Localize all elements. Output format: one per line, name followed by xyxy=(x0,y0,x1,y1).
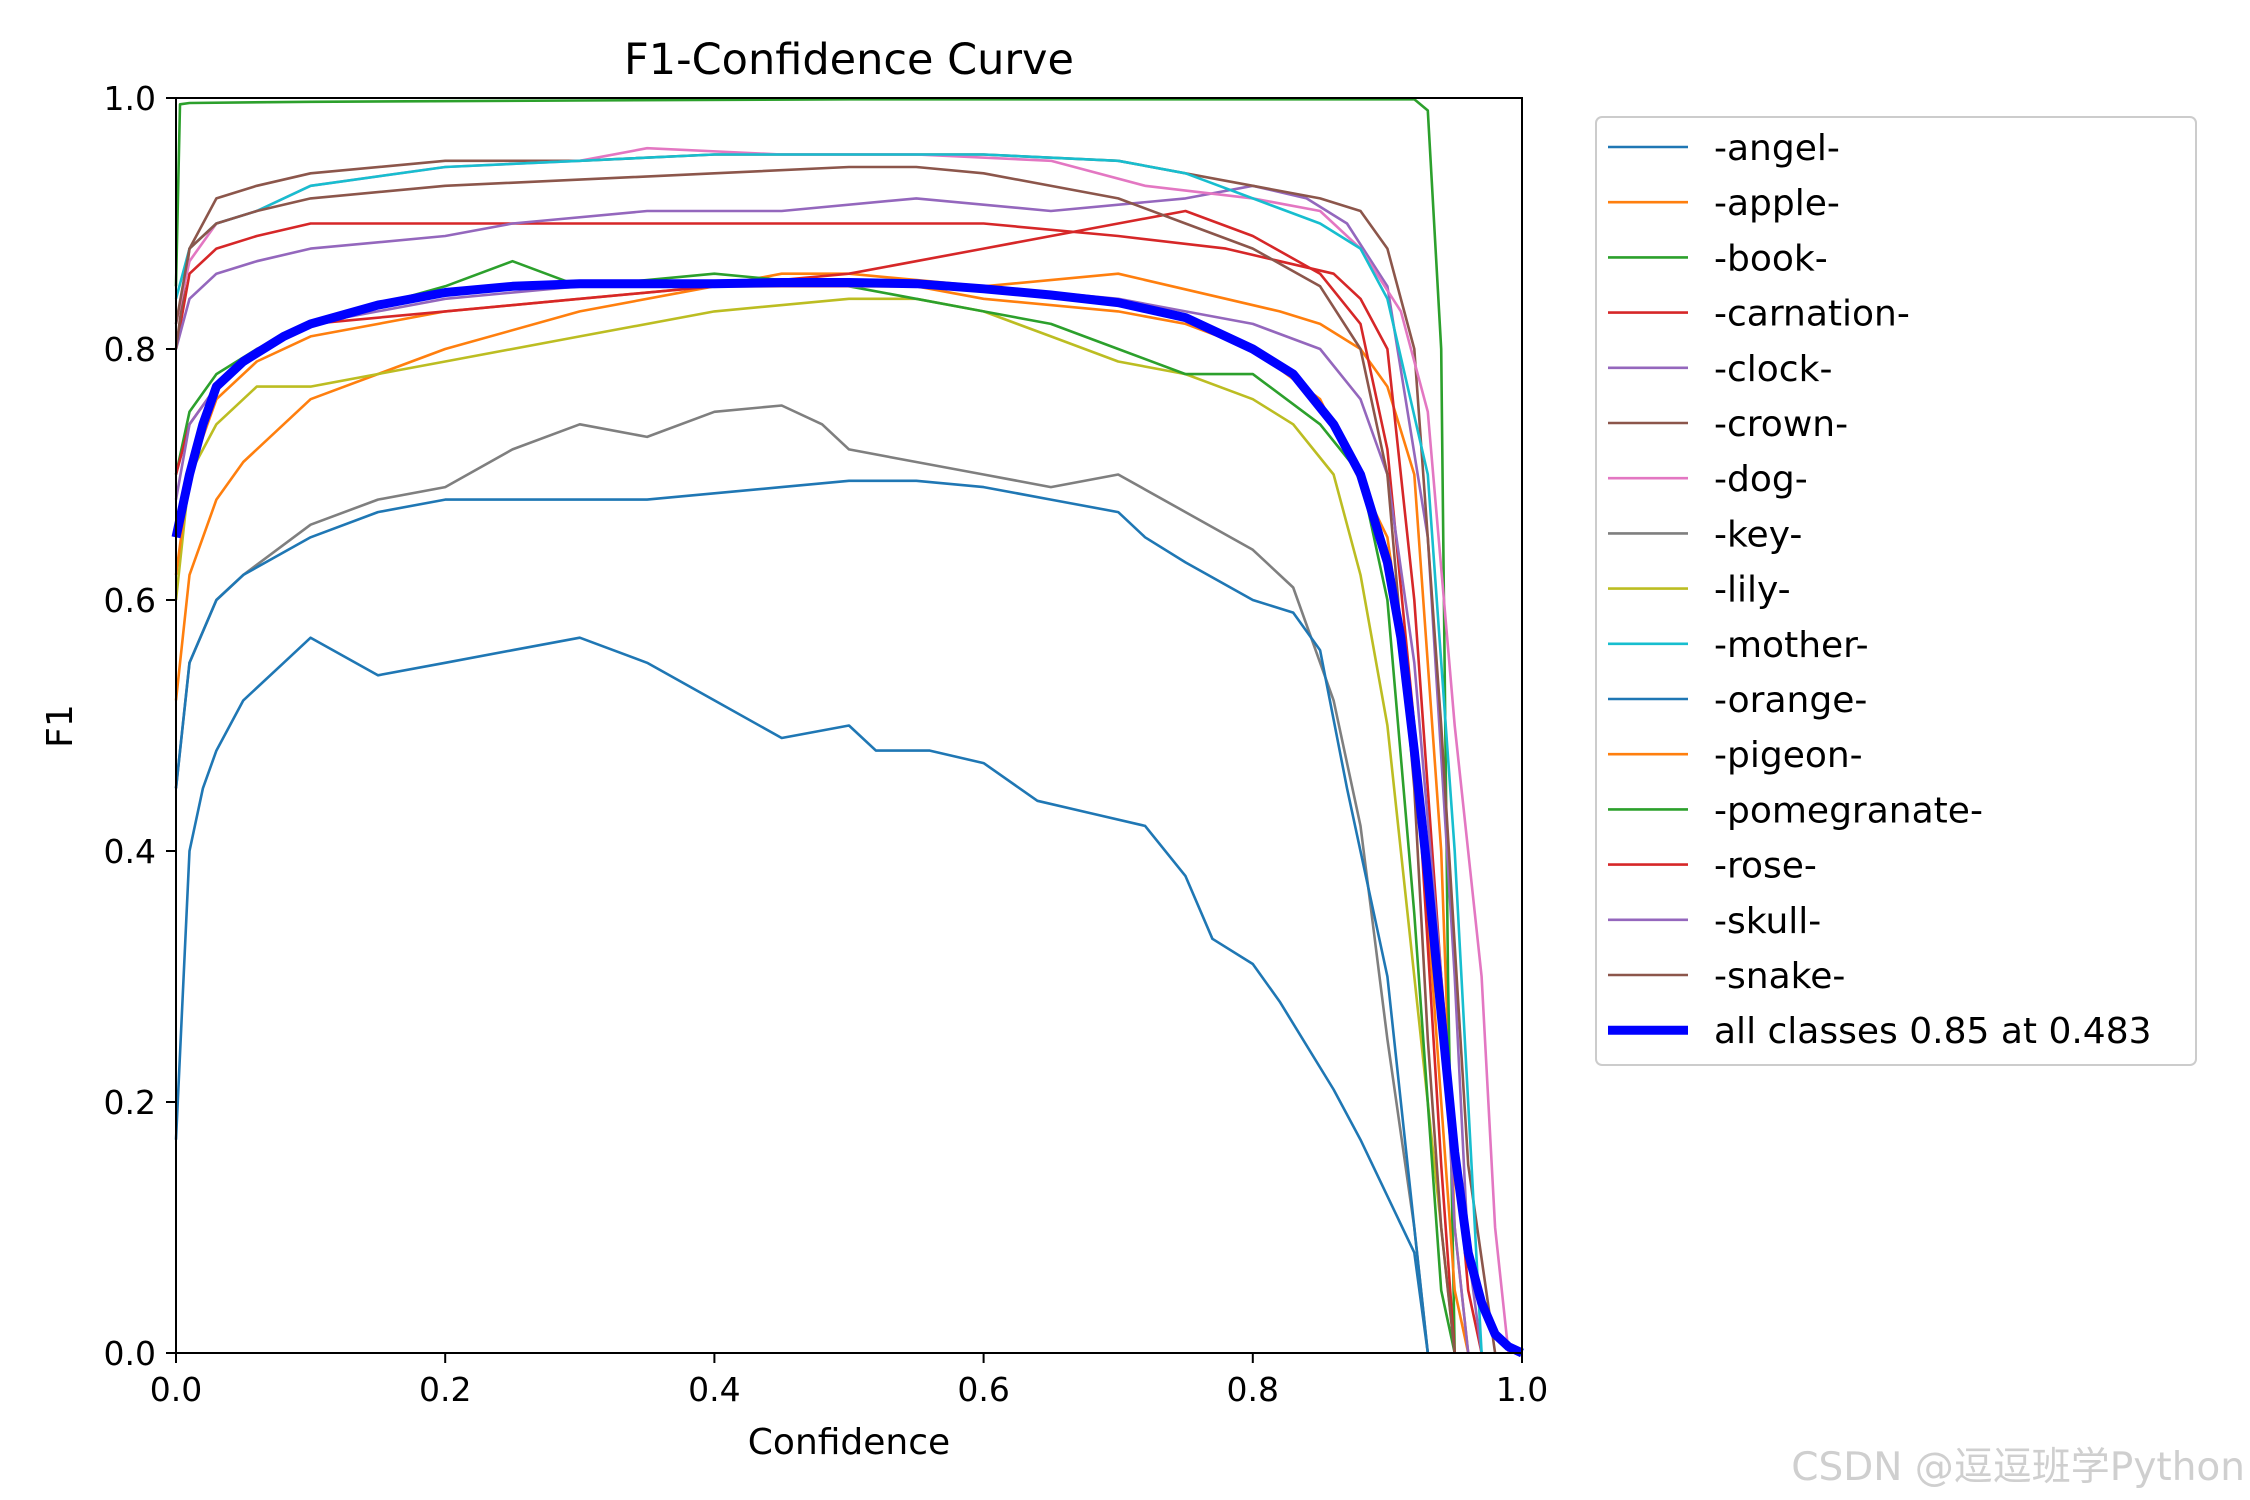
series-line-16 xyxy=(171,278,1524,1358)
legend-label: -pigeon- xyxy=(1714,735,1863,776)
legend-label: -carnation- xyxy=(1714,294,1910,335)
legend-label: -pomegranate- xyxy=(1714,790,1983,831)
legend-items: -angel- -apple- -book- -carnation- -clock- -c… xyxy=(1608,128,2152,1052)
legend-label: -rose- xyxy=(1714,846,1817,887)
y-tick-label: 1.0 xyxy=(104,79,156,118)
y-tick-label: 0.0 xyxy=(104,1334,156,1373)
x-tick-label: 0.8 xyxy=(1227,1370,1279,1409)
y-tick-label: 0.4 xyxy=(104,832,156,871)
x-tick-label: 0.6 xyxy=(957,1370,1009,1409)
series-line-4 xyxy=(174,184,1483,1354)
legend-label: all classes 0.85 at 0.483 xyxy=(1714,1011,2152,1052)
series-line-10 xyxy=(174,479,1430,1354)
legend-box xyxy=(1595,116,2197,1066)
y-tick-label: 0.2 xyxy=(104,1083,156,1122)
x-axis: 0.0 0.2 0.4 0.6 0.8 1.0 xyxy=(150,1353,1548,1409)
legend-label: -orange- xyxy=(1714,680,1867,721)
x-tick-label: 1.0 xyxy=(1496,1370,1548,1409)
legend-label: -crown- xyxy=(1714,404,1848,445)
legend-label: -mother- xyxy=(1714,625,1869,666)
x-axis-label: Confidence xyxy=(748,1422,950,1463)
legend-label: -angel- xyxy=(1714,128,1840,169)
y-axis: 0.0 0.2 0.4 0.6 0.8 1.0 xyxy=(104,79,176,1373)
legend-label: -clock- xyxy=(1714,349,1832,390)
y-axis-label: F1 xyxy=(40,704,81,748)
legend-label: -dog- xyxy=(1714,459,1808,500)
legend-label: -book- xyxy=(1714,238,1828,279)
x-tick-label: 0.4 xyxy=(688,1370,740,1409)
legend-label: -skull- xyxy=(1714,901,1821,942)
plot-frame xyxy=(175,97,1523,1354)
legend-label: -snake- xyxy=(1714,956,1845,997)
legend: -angel- -apple- -book- -carnation- -clock- -c… xyxy=(1595,116,2197,1066)
y-tick-label: 0.8 xyxy=(104,330,156,369)
y-tick-label: 0.6 xyxy=(104,581,156,620)
series-line-2 xyxy=(174,98,1456,1354)
series-line-8 xyxy=(174,297,1456,1354)
watermark: CSDN @逗逗班学Python xyxy=(1791,1445,2245,1490)
x-tick-label: 0.2 xyxy=(419,1370,471,1409)
series-lines xyxy=(171,98,1524,1358)
chart-title: F1-Confidence Curve xyxy=(624,35,1074,85)
series-line-0 xyxy=(174,636,1430,1354)
series-line-9 xyxy=(174,153,1483,1354)
legend-label: -apple- xyxy=(1714,183,1840,224)
series-line-3 xyxy=(174,222,1483,1354)
x-tick-label: 0.0 xyxy=(150,1370,202,1409)
legend-label: -key- xyxy=(1714,514,1802,555)
legend-label: -lily- xyxy=(1714,570,1791,611)
